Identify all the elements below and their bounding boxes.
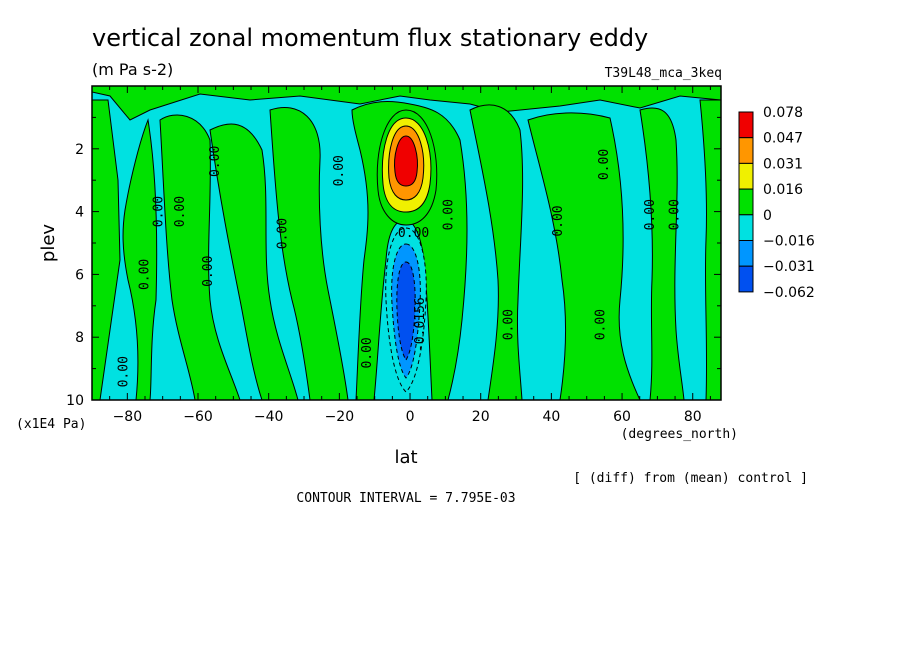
- colorbar-swatch-4: [738, 214, 754, 242]
- x-tick-label-7: 60: [613, 409, 631, 425]
- colorbar-label-4: 0: [763, 208, 772, 224]
- colorbar-label-7: −0.062: [763, 285, 815, 301]
- contour-label-3: 0.00: [173, 196, 188, 227]
- contour-label-1: 0.00: [138, 259, 153, 290]
- contour-label-4: 0.00: [208, 146, 223, 177]
- contour-label-10: 0.00: [441, 199, 456, 230]
- x-tick-label-0: −80: [113, 409, 143, 425]
- contour-label-0: 0.00: [116, 356, 131, 387]
- negative-minimum: [385, 227, 427, 393]
- plot-area: 0.00 0.00 0.00 0.00 0.00 0.00 0.00 0.00 0.00 0.00…: [66, 85, 722, 425]
- contour-interval: CONTOUR INTERVAL = 7.795E-03: [296, 491, 515, 506]
- y-tick-label-2: 6: [75, 267, 84, 283]
- contour-label-13: 0.00: [551, 205, 566, 236]
- contour-label-11: -0.0156: [413, 297, 428, 352]
- x-axis-ticks: −80 −60 −40 −20 0 20 40 60 80: [91, 86, 711, 425]
- contour-label-14: 0.00: [593, 309, 608, 340]
- y-axis-ticks: 2 4 6 8 10: [66, 116, 721, 409]
- run-label: T39L48_mca_3keq: [605, 66, 722, 81]
- x-tick-label-2: −40: [254, 409, 284, 425]
- x-tick-label-1: −60: [183, 409, 213, 425]
- colorbar-label-3: 0.016: [763, 182, 803, 198]
- contour-label-12: 0.00: [501, 309, 516, 340]
- colorbar-label-0: 0.078: [763, 105, 803, 121]
- x-tick-label-6: 40: [542, 409, 560, 425]
- x-tick-label-5: 20: [472, 409, 490, 425]
- positive-maximum: [376, 109, 438, 226]
- contour-label-8: 0.00: [360, 337, 375, 368]
- x-tick-label-3: −20: [325, 409, 355, 425]
- y-tick-label-1: 4: [75, 205, 84, 221]
- y-tick-label-3: 8: [75, 330, 84, 346]
- y-tick-label-0: 2: [75, 142, 84, 158]
- contour-label-9: 0.00: [398, 226, 429, 241]
- colorbar-swatch-6: [738, 265, 754, 293]
- contour-label-15: 0.00: [597, 149, 612, 180]
- footer-note: [ (diff) from (mean) control ]: [573, 471, 808, 486]
- positive-regions: [92, 86, 721, 400]
- contour-label-2: 0.00: [152, 196, 167, 227]
- contour-label-16: 0.00: [643, 199, 658, 230]
- contour-label-7: 0.00: [332, 155, 347, 186]
- x-axis-units: (degrees_north): [621, 427, 738, 442]
- x-tick-label-4: 0: [406, 409, 415, 425]
- y-tick-label-4: 10: [66, 393, 84, 409]
- colorbar-swatch-1: [738, 137, 754, 164]
- colorbar-label-5: −0.016: [763, 234, 815, 250]
- colorbar-label-2: 0.031: [763, 156, 803, 172]
- colorbar-swatch-0: [738, 111, 754, 139]
- y-axis-label: plev: [38, 224, 59, 263]
- contour-label-6: 0.00: [275, 218, 290, 249]
- contour-label-5: 0.00: [201, 256, 216, 287]
- colorbar: 0.078 0.047 0.031 0.016 0 −0.016 −0.031 −0.062: [738, 105, 815, 301]
- x-tick-label-8: 80: [684, 409, 702, 425]
- colorbar-label-6: −0.031: [763, 259, 815, 275]
- x-axis-label: lat: [394, 447, 417, 468]
- contour-labels: 0.00 0.00 0.00 0.00 0.00 0.00 0.00 0.00 0.00 0.00…: [116, 146, 682, 388]
- colorbar-swatch-2: [738, 162, 754, 190]
- chart-title: vertical zonal momentum flux stationary …: [92, 24, 648, 52]
- colorbar-swatch-3: [738, 188, 754, 216]
- y-axis-units: (x1E4 Pa): [16, 417, 86, 432]
- colorbar-swatch-5: [738, 240, 754, 267]
- colorbar-label-1: 0.047: [763, 131, 803, 147]
- chart-units: (m Pa s-2): [92, 60, 173, 79]
- contour-label-17: 0.00: [668, 199, 683, 230]
